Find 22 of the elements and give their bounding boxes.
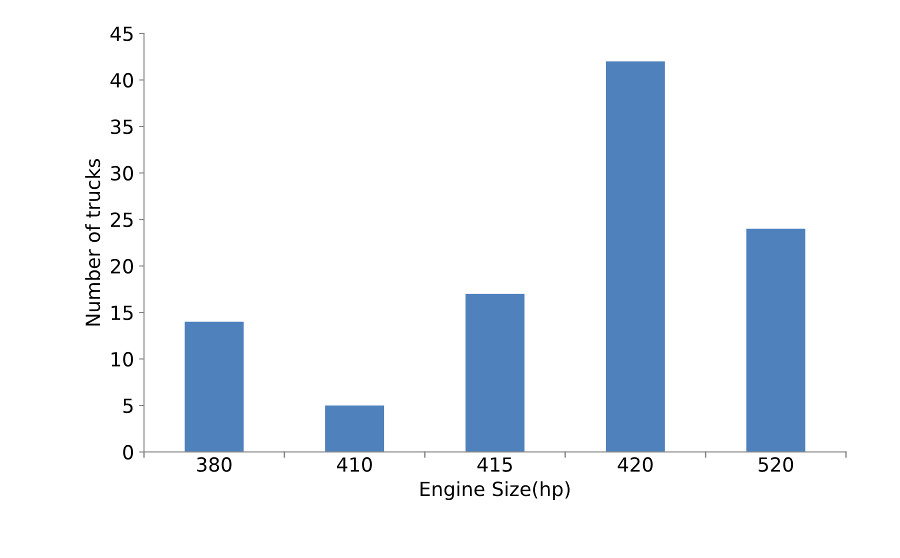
bar bbox=[466, 294, 524, 452]
x-tick-label: 380 bbox=[197, 457, 232, 472]
x-tick-label: 415 bbox=[477, 457, 512, 472]
bar bbox=[325, 405, 384, 452]
bar bbox=[606, 61, 665, 452]
x-tick-label: 420 bbox=[618, 457, 653, 472]
y-tick-label: 30 bbox=[111, 166, 133, 181]
y-tick-label: 25 bbox=[110, 212, 133, 228]
y-tick-label: 40 bbox=[110, 72, 133, 88]
y-axis-title: Number of trucks bbox=[85, 159, 100, 326]
y-tick-label: 10 bbox=[112, 352, 133, 367]
x-tick-label: 410 bbox=[336, 457, 372, 472]
bar bbox=[184, 322, 244, 452]
y-tick-label: 5 bbox=[123, 398, 133, 414]
x-tick-label: 520 bbox=[758, 457, 794, 472]
y-tick-label: 15 bbox=[112, 306, 133, 320]
y-tick-label: 0 bbox=[123, 444, 133, 460]
bar bbox=[746, 228, 806, 452]
y-tick-label: 35 bbox=[111, 119, 133, 134]
x-axis-title: Engine Size(hp) bbox=[420, 481, 570, 500]
y-tick-label: 45 bbox=[110, 26, 133, 42]
y-tick-label: 20 bbox=[110, 258, 133, 274]
